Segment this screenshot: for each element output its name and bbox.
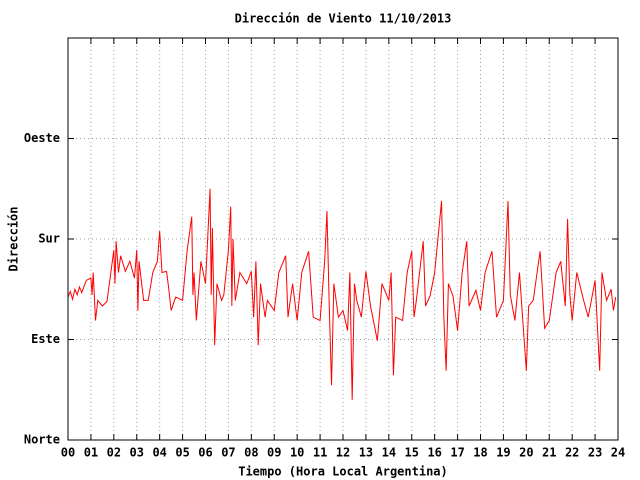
data-line [67,188,617,400]
x-tick-label: 19 [496,446,510,460]
x-tick-label: 02 [107,446,121,460]
x-tick-label: 09 [267,446,281,460]
x-tick-label: 11 [313,446,327,460]
x-tick-label: 20 [519,446,533,460]
x-tick-label: 24 [611,446,625,460]
x-tick-label: 04 [152,446,166,460]
x-tick-label: 05 [175,446,189,460]
x-tick-label: 10 [290,446,304,460]
x-tick-label: 22 [565,446,579,460]
x-tick-label: 01 [84,446,98,460]
x-tick-label: 14 [382,446,396,460]
x-tick-label: 12 [336,446,350,460]
y-tick-label: Norte [24,433,60,447]
x-tick-label: 00 [61,446,75,460]
plot-border [67,37,619,441]
x-tick-label: 13 [359,446,373,460]
y-tick-label: Este [31,332,60,346]
x-tick-label: 23 [588,446,602,460]
y-tick-label: Oeste [24,131,60,145]
x-tick-label: 07 [221,446,235,460]
y-tick-label: Sur [38,232,60,246]
x-tick-label: 15 [405,446,419,460]
x-tick-label: 08 [244,446,258,460]
x-tick-label: 03 [130,446,144,460]
x-tick-label: 16 [427,446,441,460]
x-axis-label: Tiempo (Hora Local Argentina) [238,465,448,479]
x-tick-label: 21 [542,446,556,460]
y-axis-label: Dirección [7,206,21,271]
chart-title: Dirección de Viento 11/10/2013 [235,12,452,26]
x-tick-label: 06 [198,446,212,460]
x-tick-label: 17 [450,446,464,460]
x-tick-label: 18 [473,446,487,460]
